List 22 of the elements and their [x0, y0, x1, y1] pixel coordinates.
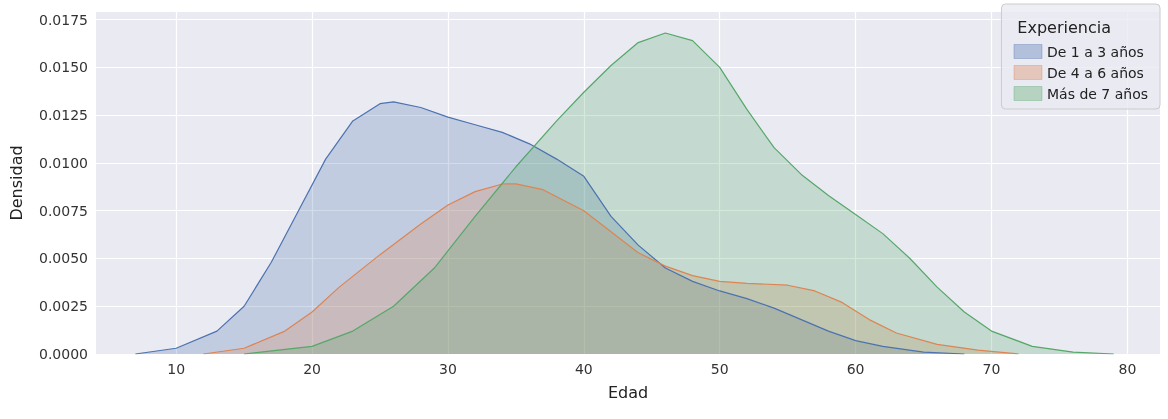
legend-label: De 4 a 6 años — [1046, 64, 1144, 81]
x-tick-label: 60 — [846, 361, 865, 377]
y-tick-label: 0.0175 — [39, 11, 88, 28]
legend-label: Más de 7 años — [1046, 85, 1149, 102]
legend-title: Experiencia — [1017, 17, 1112, 37]
x-tick-label: 50 — [710, 361, 729, 377]
x-tick-label: 80 — [1118, 361, 1137, 377]
x-tick-label: 10 — [167, 361, 186, 377]
y-tick-label: 0.0050 — [39, 250, 88, 267]
x-tick-label: 30 — [439, 361, 457, 377]
y-tick-label: 0.0125 — [39, 107, 88, 124]
x-axis-title: Edad — [607, 382, 649, 402]
x-tick-label: 40 — [574, 361, 593, 377]
x-tick-label: 20 — [303, 361, 321, 377]
y-tick-label: 0.0000 — [39, 346, 88, 362]
y-tick-label: 0.0025 — [39, 298, 88, 315]
y-axis-title: Densidad — [6, 145, 26, 221]
y-tick-label: 0.0075 — [39, 202, 88, 219]
legend-label: De 1 a 3 años — [1046, 43, 1144, 60]
y-tick-label: 0.0150 — [39, 59, 88, 76]
x-tick-label: 70 — [982, 361, 1001, 377]
y-tick-label: 0.0100 — [39, 154, 88, 171]
